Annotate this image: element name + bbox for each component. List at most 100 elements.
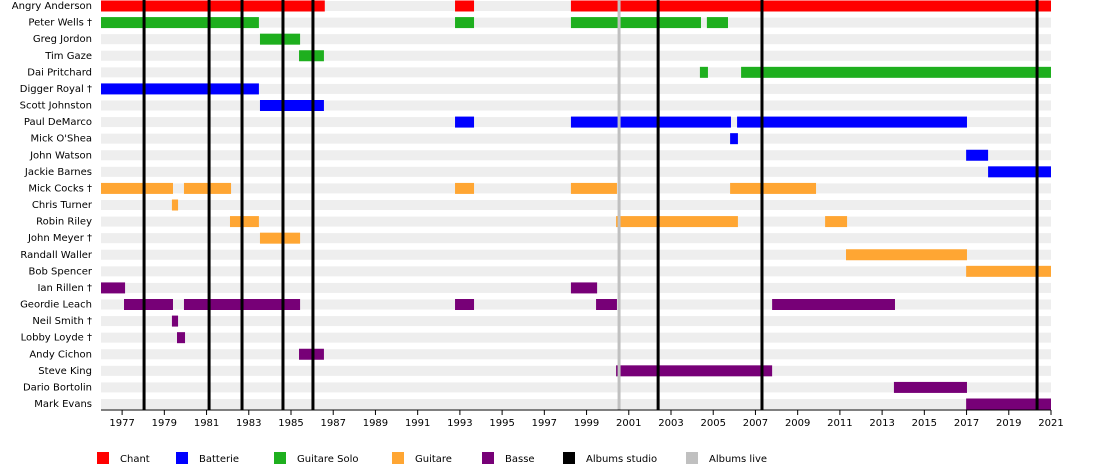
- membership-bar: [229, 216, 259, 228]
- membership-bar: [966, 265, 1051, 277]
- membership-bar: [699, 66, 708, 78]
- membership-bar: [183, 182, 232, 194]
- row-stripe: [101, 34, 1051, 45]
- membership-bar: [259, 232, 301, 244]
- membership-bar: [570, 0, 1051, 12]
- membership-bar: [893, 381, 967, 393]
- membership-bar: [988, 166, 1051, 178]
- x-tick-label: 2003: [658, 418, 683, 429]
- member-label: Steve King: [38, 366, 92, 377]
- row-stripe: [101, 133, 1051, 144]
- membership-bar: [570, 116, 731, 128]
- membership-bar: [455, 182, 475, 194]
- member-label: Robin Riley: [36, 217, 92, 228]
- member-label: Andy Cichon: [29, 349, 92, 360]
- member-label: John Watson: [29, 150, 92, 161]
- x-tick-label: 2005: [700, 418, 725, 429]
- membership-bar: [455, 17, 475, 29]
- row-stripe: [101, 332, 1051, 343]
- row-stripe: [101, 100, 1051, 111]
- row-stripe: [101, 67, 1051, 78]
- row-stripe: [101, 349, 1051, 360]
- member-label: Chris Turner: [32, 200, 93, 211]
- member-label: Neil Smith †: [32, 316, 92, 327]
- row-stripe: [101, 200, 1051, 210]
- member-label: Peter Wells †: [28, 18, 92, 29]
- member-label: Mick O'Shea: [31, 134, 92, 145]
- membership-bar: [966, 398, 1051, 410]
- x-tick-label: 1981: [194, 418, 219, 429]
- x-tick-label: 1983: [236, 418, 261, 429]
- legend-swatch: [686, 452, 698, 464]
- membership-bar: [570, 282, 598, 294]
- legend-label: Guitare: [415, 454, 452, 465]
- x-tick-label: 2021: [1038, 418, 1063, 429]
- membership-bar: [570, 17, 701, 29]
- x-tick-label: 1985: [278, 418, 303, 429]
- member-label: Geordie Leach: [20, 300, 92, 311]
- legend-swatch: [97, 452, 109, 464]
- membership-bar: [259, 100, 324, 111]
- member-label: Digger Royal †: [20, 84, 92, 95]
- membership-bar: [772, 299, 895, 310]
- row-stripe: [101, 50, 1051, 61]
- member-label: Paul DeMarco: [24, 117, 92, 128]
- membership-bar: [101, 182, 173, 194]
- membership-bar: [101, 17, 259, 29]
- membership-bar: [171, 315, 179, 327]
- membership-bar: [455, 0, 475, 12]
- legend-swatch: [274, 452, 286, 464]
- x-tick-label: 1987: [320, 418, 345, 429]
- x-tick-label: 1997: [532, 418, 557, 429]
- x-tick-label: 1999: [574, 418, 599, 429]
- legend-swatch: [482, 452, 494, 464]
- membership-bar: [596, 299, 617, 310]
- x-tick-label: 1989: [363, 418, 388, 429]
- membership-bar: [825, 216, 848, 228]
- member-label: Mark Evans: [34, 399, 92, 410]
- member-label: Randall Waller: [20, 250, 92, 261]
- x-tick-label: 2001: [616, 418, 641, 429]
- row-stripe: [101, 365, 1051, 376]
- member-label: Ian Rillen †: [37, 283, 92, 294]
- member-label: Bob Spencer: [29, 266, 93, 277]
- x-tick-label: 2017: [954, 418, 979, 429]
- membership-bar: [177, 332, 186, 344]
- x-tick-label: 2019: [996, 418, 1021, 429]
- membership-bar: [616, 216, 738, 228]
- legend-label: Basse: [505, 454, 535, 465]
- legend-swatch: [392, 452, 404, 464]
- row-stripe: [101, 83, 1051, 94]
- x-tick-label: 1995: [489, 418, 514, 429]
- legend-label: Guitare Solo: [297, 454, 359, 465]
- membership-bar: [730, 133, 738, 145]
- x-tick-label: 1993: [447, 418, 472, 429]
- member-label: Scott Johnston: [20, 101, 92, 112]
- row-stripe: [101, 249, 1051, 260]
- membership-bar: [455, 116, 475, 128]
- membership-bar: [570, 182, 617, 194]
- member-label: Greg Jordon: [33, 34, 92, 45]
- member-label: Jackie Barnes: [24, 167, 92, 178]
- membership-bar: [259, 33, 301, 45]
- legend-label: Albums live: [709, 454, 767, 465]
- membership-bar: [455, 299, 475, 310]
- legend-label: Chant: [120, 454, 150, 465]
- x-tick-label: 1991: [405, 418, 430, 429]
- x-tick-label: 2013: [869, 418, 894, 429]
- legend-swatch: [176, 452, 188, 464]
- membership-bar: [846, 249, 967, 261]
- legend-label: Batterie: [199, 454, 239, 465]
- member-label: Tim Gaze: [44, 51, 92, 62]
- membership-bar: [966, 149, 989, 161]
- member-label: Dario Bortolin: [23, 382, 92, 393]
- membership-bar: [706, 17, 728, 29]
- member-label: John Meyer †: [27, 233, 92, 244]
- legend-swatch: [563, 452, 575, 464]
- row-stripe: [101, 299, 1051, 310]
- x-tick-label: 2011: [827, 418, 852, 429]
- row-stripe: [101, 216, 1051, 227]
- row-stripe: [101, 316, 1051, 327]
- row-stripe: [101, 150, 1051, 161]
